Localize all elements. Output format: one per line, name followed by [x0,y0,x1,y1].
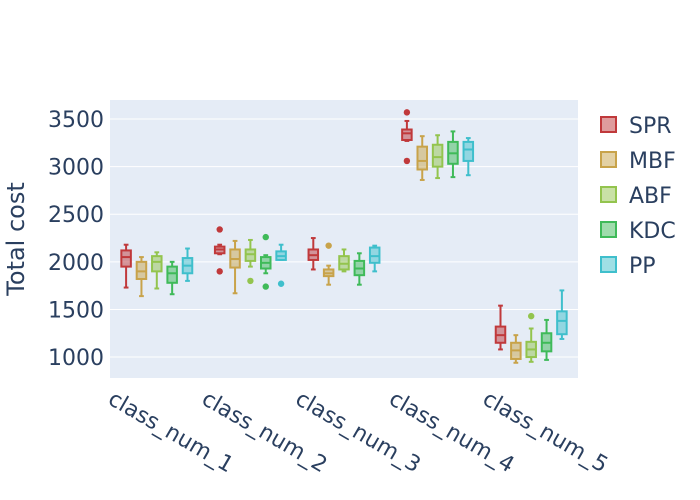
legend-item-mbf[interactable]: MBF [600,149,676,174]
legend-swatch [600,221,617,238]
y-tick-label: 1000 [48,346,104,371]
legend-label: PP [629,254,656,279]
box-body [166,265,178,284]
box-abf-class_num_3 [338,248,350,273]
x-tick-labels: class_num_1class_num_2class_num_3class_n… [104,387,612,479]
outlier-point [262,283,269,290]
box-series [120,109,568,364]
box-kdc-class_num_4 [447,130,459,179]
box-body [416,145,429,171]
box-mbf-class_num_1 [135,256,148,298]
box-pp-class_num_4 [462,137,475,177]
legend-item-kdc[interactable]: KDC [600,219,676,244]
legend-label: MBF [629,149,676,174]
legend-swatch [600,116,617,133]
y-tick-label: 2500 [48,203,104,228]
series-pp [181,137,568,340]
series-abf [151,134,537,363]
y-tick-label: 3000 [48,156,104,181]
box-spr-class_num_1 [120,243,132,289]
box-abf-class_num_4 [431,134,444,180]
box-pp-class_num_5 [556,289,568,340]
outlier-point [262,233,269,241]
box-mbf-class_num_2 [229,239,241,295]
box-pp-class_num_3 [368,244,381,273]
series-spr [120,109,507,351]
box-kdc-class_num_2 [259,233,272,290]
series-mbf [135,135,522,364]
outlier-point [528,312,535,320]
box-kdc-class_num_3 [353,252,366,286]
box-spr-class_num_2 [213,226,226,275]
box-abf-class_num_5 [525,312,537,363]
legend-item-abf[interactable]: ABF [600,184,672,209]
box-mbf-class_num_4 [416,135,429,181]
legend-label: KDC [629,219,676,244]
outlier-point [325,242,332,249]
box-pp-class_num_1 [181,247,194,282]
outlier-point [216,268,223,275]
series-kdc [166,130,553,361]
legend[interactable]: SPR MBF ABF KDC PP [600,114,676,279]
outlier-point [403,109,411,116]
box-spr-class_num_4 [401,109,413,165]
plot-background [110,100,578,378]
box-spr-class_num_3 [307,237,320,271]
box-kdc-class_num_1 [166,260,178,296]
box-body [401,128,413,141]
box-body [431,143,444,168]
box-abf-class_num_1 [151,251,163,290]
box-kdc-class_num_5 [540,318,553,361]
legend-item-pp[interactable]: PP [600,254,656,279]
legend-label: ABF [629,184,672,209]
box-mbf-class_num_5 [510,334,522,364]
box-mbf-class_num_3 [322,242,335,286]
box-abf-class_num_2 [244,238,257,285]
legend-swatch [600,186,617,203]
legend-swatch [600,256,617,273]
outlier-point [247,277,254,285]
box-body [556,310,568,336]
outlier-point [216,226,223,233]
legend-item-spr[interactable]: SPR [600,114,672,139]
y-tick-labels: 1000 1500 2000 2500 3000 3500 [48,108,104,371]
y-tick-label: 1500 [48,298,104,323]
legend-swatch [600,151,617,168]
box-body [151,255,163,273]
y-axis-title: Total cost [2,182,30,296]
box-spr-class_num_5 [494,304,507,351]
outlier-point [277,280,285,287]
y-tick-label: 2000 [48,251,104,276]
box-pp-class_num_2 [275,243,287,287]
box-body [462,140,475,162]
outlier-point [403,157,411,165]
box-body [120,249,132,268]
y-tick-label: 3500 [48,108,104,133]
legend-label: SPR [629,114,672,139]
